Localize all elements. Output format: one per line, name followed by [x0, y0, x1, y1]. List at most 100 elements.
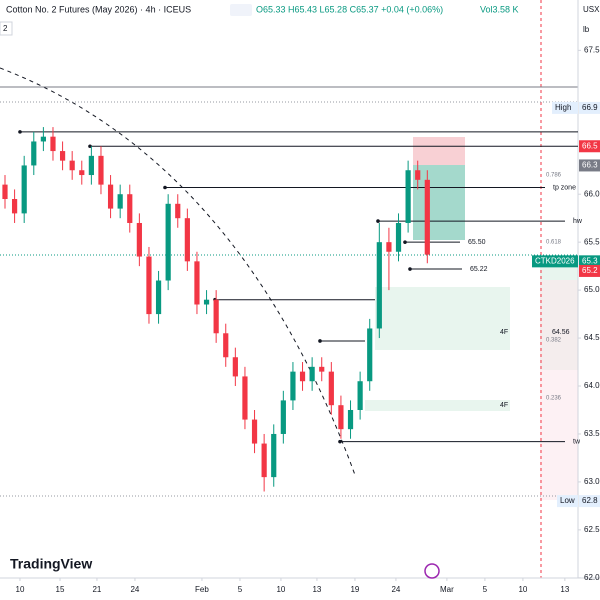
candle-body	[194, 261, 200, 305]
candle-body	[213, 299, 219, 334]
level-anchor	[338, 439, 342, 444]
y-tick-label: 63.0	[584, 477, 600, 486]
currency: USX	[583, 5, 600, 14]
x-tick-label: 5	[483, 585, 488, 594]
y-tick-label: 67.5	[584, 45, 600, 54]
y-tick-label: 64.5	[584, 333, 600, 342]
y-tick-label: 64.0	[584, 381, 600, 390]
candle-body	[309, 366, 315, 382]
volume: Vol3.58 K	[480, 4, 519, 14]
candle-body	[79, 170, 85, 176]
tag-name: CTKD2026	[535, 256, 575, 265]
tag-name: High	[555, 103, 571, 112]
candle-body	[117, 194, 123, 209]
candle-body	[415, 170, 421, 180]
pane-box	[0, 21, 13, 36]
candle-body	[242, 376, 248, 420]
target-label: 64.56	[552, 329, 570, 336]
y-tick-label: 62.5	[584, 525, 600, 534]
level-label: hw	[573, 218, 583, 225]
candle-body	[175, 203, 181, 219]
candle-body	[50, 136, 56, 152]
candle-body	[367, 328, 373, 382]
tag-name-bg	[532, 255, 578, 268]
fvg-zone	[375, 287, 510, 350]
tag-name: Low	[560, 496, 575, 505]
stop-zone	[413, 137, 465, 165]
candle-body	[98, 155, 104, 185]
level-label: 65.50	[468, 239, 486, 246]
x-tick-label: Feb	[195, 585, 209, 594]
x-tick-label: 24	[391, 585, 400, 594]
x-tick-label: 24	[130, 585, 139, 594]
level-label: tw	[573, 438, 581, 445]
candle-body	[338, 405, 344, 430]
candle-body	[280, 400, 286, 434]
x-tick-label: 10	[518, 585, 527, 594]
y-tick-label: 63.5	[584, 429, 600, 438]
candle-body	[357, 381, 363, 410]
header-bg	[0, 0, 540, 20]
x-tick-label: 21	[92, 585, 101, 594]
x-tick-label: 13	[560, 585, 569, 594]
price-tag-label: 66.9	[582, 103, 598, 112]
candle-body	[261, 443, 267, 478]
icon	[230, 4, 252, 16]
x-tick-label: 5	[238, 585, 243, 594]
candle-body	[299, 371, 306, 382]
price-tag	[579, 159, 600, 172]
fvg-zone	[365, 400, 510, 411]
price-tag	[579, 264, 600, 277]
candle-body	[232, 357, 238, 377]
candle-body	[31, 141, 37, 166]
title: Cotton No. 2 Futures (May 2026) · 4h · I…	[6, 4, 191, 14]
candle-body	[347, 409, 354, 430]
candle-body	[165, 203, 171, 281]
ohlc: O65.33 H65.43 L65.28 C65.37 +0.04 (+0.06…	[256, 4, 443, 14]
price-tag	[579, 255, 600, 268]
price-tag-label: 66.3	[582, 161, 598, 170]
level-anchor	[163, 185, 167, 190]
candle-body	[107, 184, 114, 209]
level-label: 65.22	[470, 266, 488, 273]
candle-body	[2, 184, 8, 200]
candle-body	[271, 433, 277, 478]
candle-body	[319, 366, 325, 372]
y-tick-label: 65.0	[584, 285, 600, 294]
candle-body	[88, 155, 94, 176]
candle-body	[395, 222, 402, 252]
price-tag-label: 62.8	[582, 496, 598, 505]
x-tick-label: 19	[350, 585, 359, 594]
y-tick-label: 65.5	[584, 237, 600, 246]
zone-label: 4F	[500, 329, 508, 336]
candle-body	[376, 242, 382, 329]
price-tag	[579, 140, 600, 153]
candle-body	[251, 419, 258, 444]
fib-label: 0.786	[546, 173, 562, 179]
curve	[0, 67, 356, 476]
price-tag-label: 65.3	[582, 256, 598, 265]
price-tag-label: 66.5	[582, 141, 598, 150]
tag-name-bg	[557, 495, 578, 508]
candle-body	[11, 199, 18, 214]
candle-body	[127, 194, 133, 223]
x-tick-label: 10	[16, 585, 25, 594]
x-tick-label: 13	[312, 585, 321, 594]
target-zone	[413, 165, 465, 240]
x-tick-label: Mar	[440, 585, 454, 594]
fib-label: 0.382	[546, 338, 562, 344]
level-anchor	[403, 240, 407, 244]
candle-body	[136, 222, 142, 257]
fib-label: 0.236	[546, 396, 562, 402]
unit: lb	[583, 25, 590, 34]
fib-label: 0.618	[546, 240, 562, 246]
level-anchor	[408, 267, 412, 271]
candle-body	[155, 280, 162, 315]
pane: 2	[3, 24, 8, 33]
candle-body	[424, 179, 430, 255]
event-icon[interactable]	[424, 563, 440, 579]
price-tag-label: 65.2	[582, 266, 598, 275]
fib-zone	[540, 280, 578, 500]
candle-body	[290, 371, 296, 401]
